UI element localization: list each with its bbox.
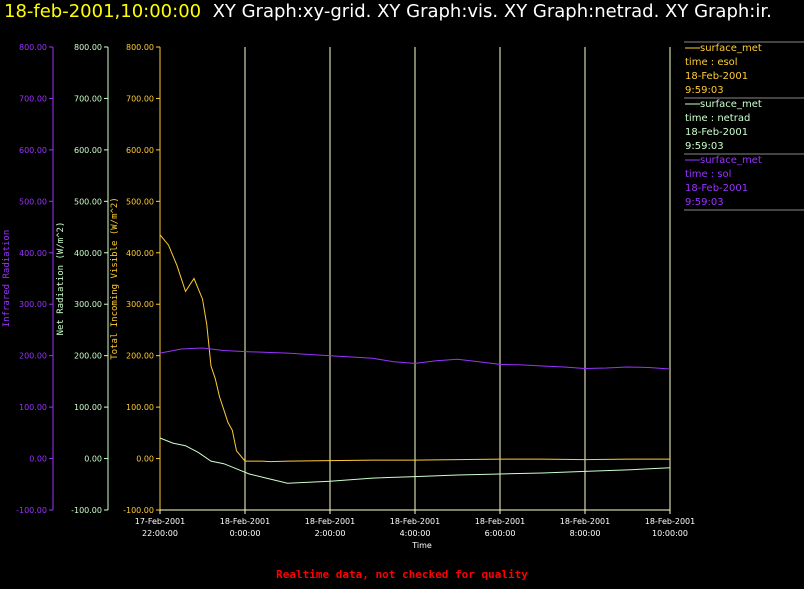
legend-date: 18-Feb-2001 bbox=[685, 183, 748, 194]
y-tick-label: 100.00 bbox=[19, 403, 47, 412]
x-tick-date: 18-Feb-2001 bbox=[475, 517, 525, 526]
y-tick-label: -100.00 bbox=[71, 506, 102, 515]
legend-field: time : esol bbox=[685, 57, 738, 68]
legend-field: time : netrad bbox=[685, 113, 750, 124]
y-axis-title-1: Net Radiation (W/m^2) bbox=[56, 222, 66, 336]
quality-notice: Realtime data, not checked for quality bbox=[276, 568, 528, 581]
legend-time: 9:59:03 bbox=[685, 85, 724, 96]
x-axis: 17-Feb-2001 22:00:00 18-Feb-2001 0:00:00 18-… bbox=[135, 509, 695, 550]
x-tick-date: 18-Feb-2001 bbox=[305, 517, 355, 526]
plot-grid bbox=[244, 47, 671, 510]
legend-line-name: surface_met bbox=[700, 99, 762, 110]
y-tick-label: 300.00 bbox=[19, 300, 47, 309]
legend-time: 9:59:03 bbox=[685, 141, 724, 152]
x-axis-title: Time bbox=[411, 541, 432, 550]
series-line-2 bbox=[159, 347, 671, 370]
y-tick-label: -100.00 bbox=[123, 506, 154, 515]
y-tick-label: 600.00 bbox=[74, 146, 102, 155]
y-tick-label: 200.00 bbox=[74, 352, 102, 361]
y-tick-label: 400.00 bbox=[126, 249, 154, 258]
y-axes: -100.00 0.00 100.00 200.00 300.00 400.00 500.0… bbox=[2, 43, 161, 515]
title-graph-list: XY Graph:xy-grid. XY Graph:vis. XY Graph… bbox=[212, 1, 772, 22]
x-tick-time: 0:00:00 bbox=[230, 529, 261, 538]
y-tick-label: 500.00 bbox=[74, 197, 102, 206]
y-tick-label: 400.00 bbox=[74, 249, 102, 258]
x-tick-time: 10:00:00 bbox=[652, 529, 688, 538]
legend-date: 18-Feb-2001 bbox=[685, 71, 748, 82]
title-timestamp: 18-feb-2001,10:00:00 bbox=[4, 1, 202, 22]
x-tick-date: 18-Feb-2001 bbox=[645, 517, 695, 526]
x-tick-date: 18-Feb-2001 bbox=[560, 517, 610, 526]
y-tick-label: 300.00 bbox=[74, 300, 102, 309]
y-tick-label: 800.00 bbox=[126, 43, 154, 52]
y-tick-label: 600.00 bbox=[126, 146, 154, 155]
y-tick-label: 700.00 bbox=[19, 94, 47, 103]
page-title: 18-feb-2001,10:00:00 XY Graph:xy-grid. X… bbox=[4, 1, 772, 22]
x-tick-time: 22:00:00 bbox=[142, 529, 178, 538]
x-tick-time: 2:00:00 bbox=[315, 529, 346, 538]
legend-line-name: surface_met bbox=[700, 155, 762, 166]
y-tick-label: 100.00 bbox=[74, 403, 102, 412]
y-axis-title-0: Infrared Radiation bbox=[2, 230, 12, 328]
series-line-0 bbox=[159, 234, 670, 463]
y-tick-label: 200.00 bbox=[126, 352, 154, 361]
x-tick-date: 18-Feb-2001 bbox=[220, 517, 270, 526]
y-tick-label: 0.00 bbox=[84, 455, 102, 464]
legend-time: 9:59:03 bbox=[685, 197, 724, 208]
y-tick-label: 600.00 bbox=[19, 146, 47, 155]
x-tick-date: 17-Feb-2001 bbox=[135, 517, 185, 526]
legend-date: 18-Feb-2001 bbox=[685, 127, 748, 138]
legend-field: time : sol bbox=[685, 169, 731, 180]
y-axis-title-2: Total Incoming Visible (W/m^2) bbox=[110, 197, 120, 360]
y-tick-label: 400.00 bbox=[19, 249, 47, 258]
y-tick-label: 300.00 bbox=[126, 300, 154, 309]
plot-series bbox=[159, 234, 671, 484]
y-tick-label: 800.00 bbox=[74, 43, 102, 52]
y-tick-label: -100.00 bbox=[16, 506, 47, 515]
y-tick-label: 700.00 bbox=[126, 94, 154, 103]
y-tick-label: 200.00 bbox=[19, 352, 47, 361]
y-tick-label: 0.00 bbox=[136, 455, 154, 464]
y-tick-label: 500.00 bbox=[19, 197, 47, 206]
y-tick-label: 800.00 bbox=[19, 43, 47, 52]
x-tick-time: 8:00:00 bbox=[570, 529, 601, 538]
series-line-1 bbox=[159, 437, 671, 484]
legend-line-name: surface_met bbox=[700, 43, 762, 54]
y-tick-label: 700.00 bbox=[74, 94, 102, 103]
y-tick-label: 0.00 bbox=[29, 455, 47, 464]
y-tick-label: 100.00 bbox=[126, 403, 154, 412]
x-tick-time: 4:00:00 bbox=[400, 529, 431, 538]
x-tick-time: 6:00:00 bbox=[485, 529, 516, 538]
x-tick-date: 18-Feb-2001 bbox=[390, 517, 440, 526]
y-tick-label: 500.00 bbox=[126, 197, 154, 206]
